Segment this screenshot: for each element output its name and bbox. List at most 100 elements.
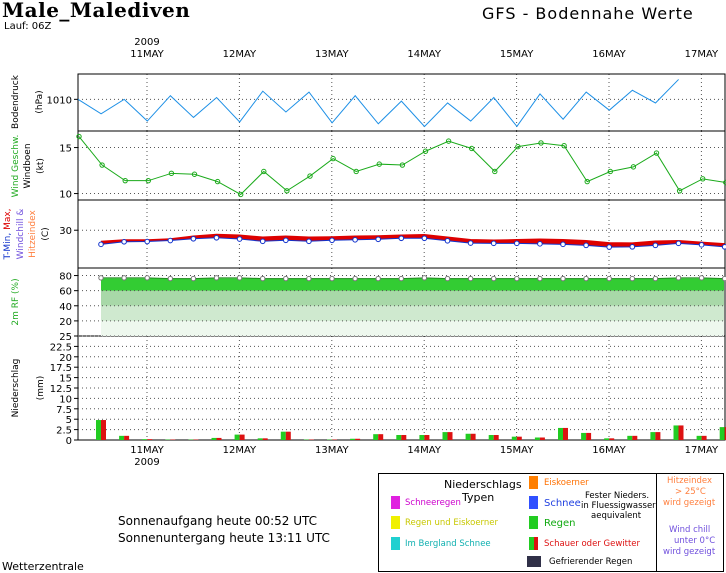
precip-bar-rain [673, 425, 679, 440]
tmin-point [490, 240, 497, 247]
legend-label-regen: Regen [544, 518, 576, 529]
precip-bar-rain [558, 427, 563, 440]
run-label: Lauf: 06Z [4, 21, 52, 32]
tmax-line [100, 233, 725, 245]
precip-bar-shower [586, 432, 592, 440]
humidity-point [722, 275, 726, 282]
heat-note-3: wird gezeigt [663, 498, 716, 508]
x-tick-label-bottom: 11MAY [130, 445, 164, 456]
wind-line [78, 136, 726, 196]
precip-bar-rain [234, 434, 240, 440]
wind-point [330, 155, 336, 162]
precip-bar-shower [539, 437, 545, 440]
y-tick-label: 15 [59, 374, 72, 385]
humidity-point [121, 275, 127, 281]
tmin-point [121, 239, 127, 245]
wind-point [122, 177, 128, 184]
humidity-band-40-60 [101, 290, 724, 306]
precip-bar-rain [119, 435, 125, 440]
precip-bar-shower [563, 427, 568, 440]
precip-bar-rain [488, 435, 494, 440]
tmin-point [283, 237, 289, 244]
precip-bar-shower [493, 435, 499, 440]
humidity-band-20-40 [101, 305, 724, 321]
precip-bar-shower [216, 437, 222, 440]
wind-point [584, 178, 590, 185]
x-tick-label-bottom: 13MAY [315, 445, 349, 456]
tmin-point [606, 244, 613, 250]
heat-note-1: Hitzeindex [667, 476, 713, 486]
legend-label-gefrierender-regen: Gefrierender Regen [549, 557, 633, 567]
swatch-schauer-red [534, 537, 538, 550]
precip-bar-rain [604, 438, 610, 440]
model-title: GFS - Bodennahe Werte [482, 4, 694, 23]
wind-point [445, 138, 452, 144]
humidity-point [283, 275, 289, 282]
swatch-regen-eiskoerner [391, 516, 400, 529]
swatch-regen [529, 516, 538, 529]
y-tick-label: 0 [66, 436, 72, 447]
precip-bar-rain [419, 435, 425, 440]
wind-point [492, 168, 498, 175]
tmin-point [98, 241, 104, 248]
chill-note-1: Wind chill [669, 525, 711, 535]
y-tick-label: 1010 [47, 95, 72, 106]
humidity-band-0-20 [101, 320, 724, 336]
precip-bar-rain [511, 436, 517, 440]
tmin-point [259, 238, 266, 245]
precip-bar-rain [465, 433, 471, 440]
x-tick-label-top: 11MAY [130, 49, 164, 60]
y-tick-label: 25 [59, 332, 72, 343]
wind-point [307, 173, 313, 179]
precip-bar-rain [257, 438, 263, 440]
precip-bar-shower [262, 438, 268, 440]
wind-point [700, 176, 706, 182]
y-tick-label: 80 [59, 272, 72, 283]
humidity-point [514, 275, 520, 282]
y-tick-label: 40 [59, 302, 72, 313]
precip-bar-shower [401, 435, 407, 440]
sunrise-text: Sonnenaufgang heute 00:52 UTC [118, 514, 318, 528]
legend-title: Niederschlags [444, 478, 522, 491]
wind-point [376, 161, 382, 167]
precip-bar-rain [350, 438, 356, 440]
precip-bar-rain [211, 437, 217, 440]
humidity-point [467, 275, 474, 282]
humidity-point [190, 275, 197, 282]
legend-label-regen-eiskoerner: Regen und Eiskoerner [405, 518, 499, 528]
x-tick-label-top: 16MAY [592, 49, 626, 60]
gust-axis-label: Windboen [23, 143, 33, 188]
swatch-schauer [529, 537, 534, 550]
tmin-point [444, 238, 451, 244]
precip-bar-shower [378, 434, 384, 440]
humidity-point [260, 275, 266, 282]
tmin-point [236, 236, 243, 242]
precip-bar-rain [396, 435, 402, 440]
precip-bar-rain [581, 432, 587, 440]
tmin-point [167, 237, 174, 244]
y-tick-label: 17.5 [50, 363, 72, 374]
tmin-point [721, 244, 726, 250]
precip-bar-shower [701, 435, 707, 440]
y-tick-label: 60 [59, 287, 72, 298]
tmin-point [375, 236, 382, 243]
tmin-point [629, 244, 636, 250]
legend-divider [656, 474, 657, 571]
y-tick-label: 2.5 [56, 426, 72, 437]
precip-bar-shower [655, 432, 661, 440]
precip-bar-shower [147, 439, 153, 440]
x-tick-label-bottom: 15MAY [500, 445, 534, 456]
humidity-point [675, 275, 682, 281]
precip-bar-rain [650, 432, 656, 440]
humidity-axis-label: 2m RF (%) [11, 278, 21, 325]
precip-bar-rain [280, 431, 286, 440]
precip-bar-shower [285, 431, 291, 440]
x-tick-label-bottom: 12MAY [223, 445, 257, 456]
x-tick-label-bottom: 14MAY [407, 445, 441, 456]
precip-bar-shower [678, 425, 684, 440]
tmin-point [514, 240, 520, 247]
wind-point [76, 133, 82, 140]
wind-point [261, 168, 267, 175]
pressure-axis-label: Bodendruck [11, 74, 21, 129]
wind-point [99, 162, 105, 168]
